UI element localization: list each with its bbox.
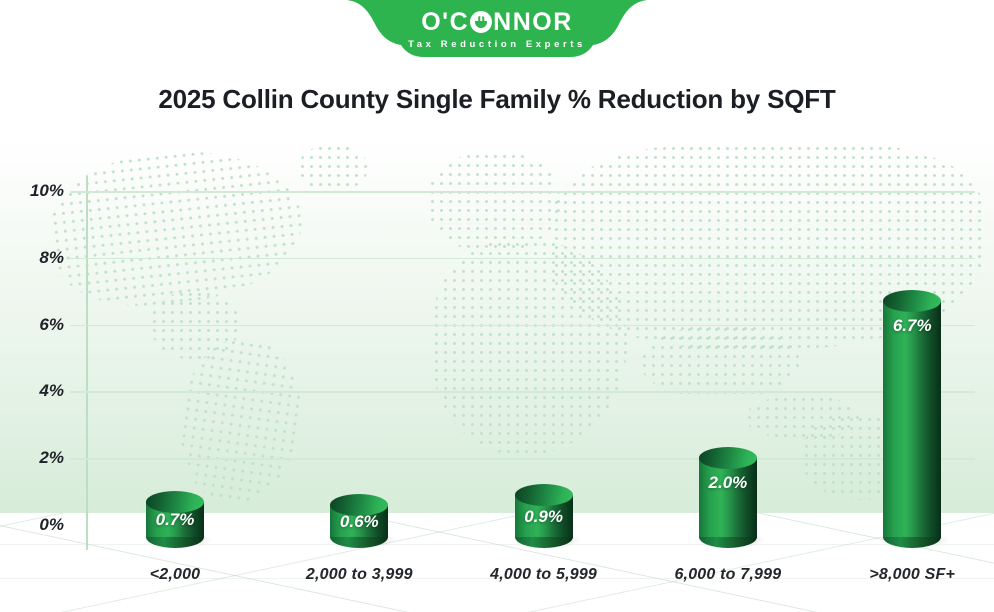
x-axis-label: 2,000 to 3,999: [305, 566, 413, 583]
brand-suffix: NNOR: [493, 7, 573, 36]
y-tick-label: 10%: [29, 181, 64, 200]
bar-value-label: 0.9%: [524, 507, 563, 527]
cylinder-top-face: [330, 493, 389, 516]
cylinder-bar: [883, 301, 942, 537]
brand-tagline: Tax Reduction Experts: [408, 38, 586, 50]
map-dots-greenland: [298, 144, 368, 192]
y-tick-label: 2%: [39, 448, 64, 468]
y-tick-label: 4%: [39, 381, 64, 401]
cylinder-top-face: [514, 483, 573, 506]
bar-value-label: 2.0%: [708, 473, 748, 493]
bar-value-label: 0.6%: [339, 511, 379, 531]
y-tick-label: 0%: [39, 515, 64, 534]
bar-value-label: 6.7%: [892, 316, 932, 336]
logo-banner: O'C NNOR Tax Reduction Experts: [347, 0, 647, 58]
gridline: [70, 324, 975, 327]
gridline: [70, 458, 975, 460]
cylinder-bar: [698, 458, 757, 537]
x-axis-label: >8,000 SF+: [869, 566, 955, 583]
banner-ribbon-shape: [347, 0, 647, 57]
y-tick-label: 8%: [39, 247, 64, 267]
x-axis-label: 6,000 to 7,999: [674, 566, 782, 583]
brand-prefix: O'C: [421, 7, 470, 36]
brand-name: O'C NNOR: [421, 7, 573, 36]
bar-value-label: 0.7%: [155, 510, 195, 530]
gridline: [70, 391, 975, 393]
map-dots-south-asia: [640, 325, 800, 400]
y-axis-line: [86, 176, 88, 550]
x-axis-label: 4,000 to 5,999: [490, 566, 598, 583]
map-dots-europe: [428, 152, 560, 252]
gridline: [70, 257, 975, 260]
y-tick-label: 6%: [39, 314, 64, 334]
logo-banner-shape: [347, 0, 647, 57]
logo-text-group: O'C NNOR Tax Reduction Experts: [347, 0, 647, 58]
floor-grid: [0, 513, 994, 612]
cylinder-top-face: [146, 490, 204, 513]
dome-grill-icon: [475, 16, 487, 21]
cylinder-top-face: [698, 447, 757, 470]
x-axis-label: <2,000: [149, 566, 201, 583]
chart-title: 2025 Collin County Single Family % Reduc…: [158, 84, 836, 114]
stylized-o-icon: [470, 11, 493, 33]
plot-background: [0, 140, 994, 513]
cylinder-top-face: [883, 290, 942, 313]
gridline: [70, 191, 975, 193]
